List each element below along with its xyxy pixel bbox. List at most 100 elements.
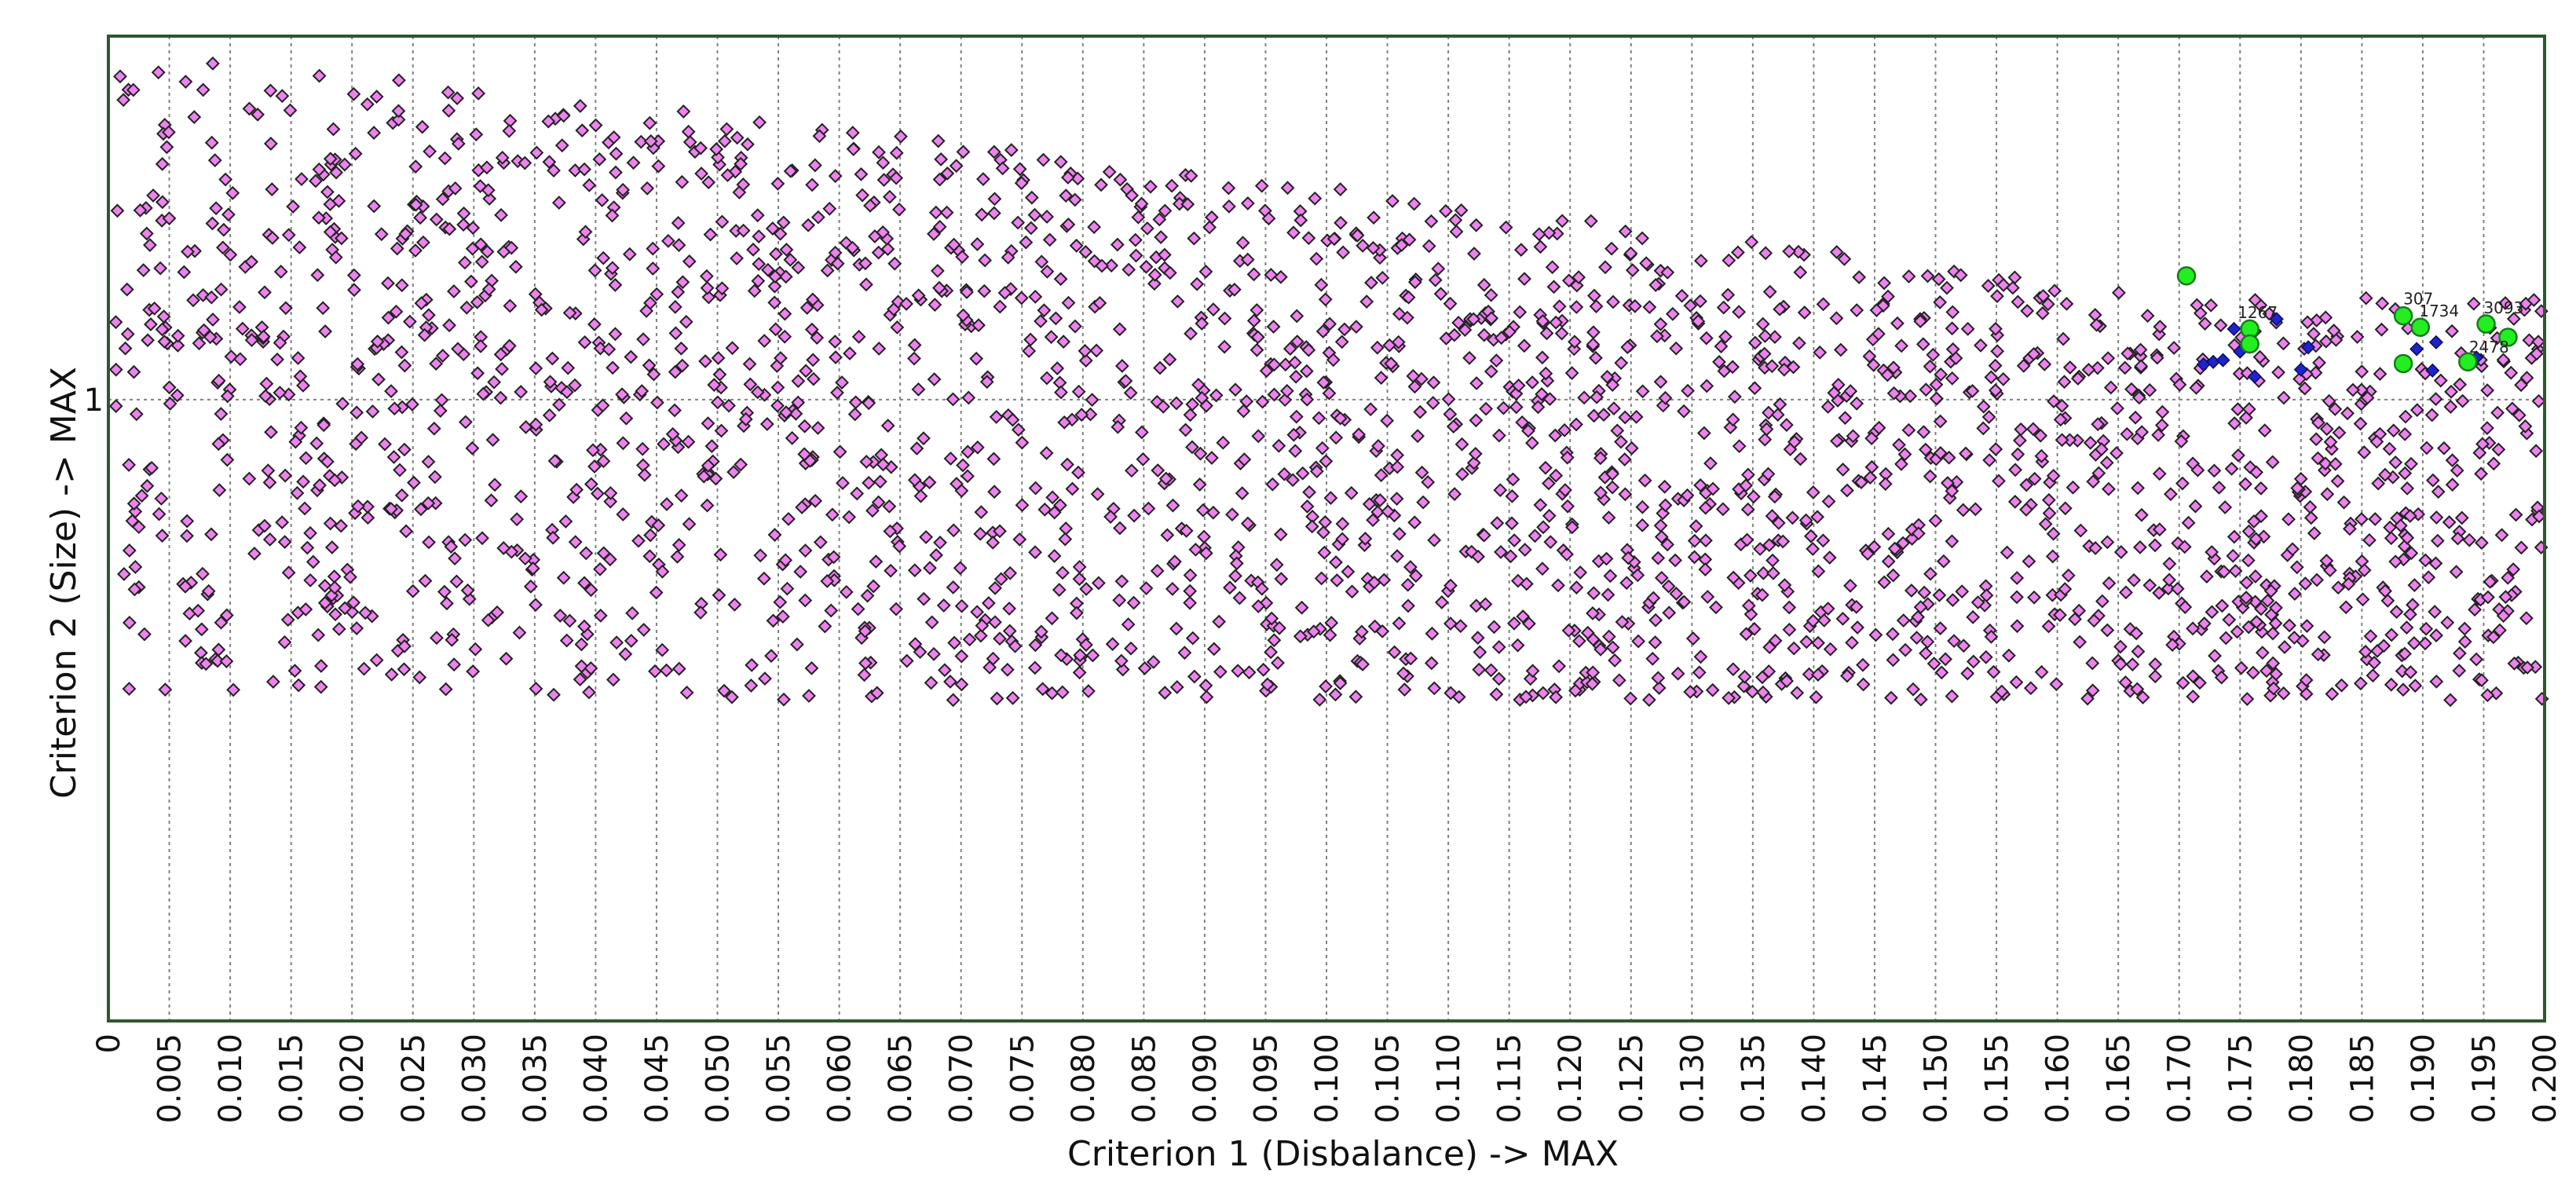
population-point — [1023, 221, 1038, 236]
population-point — [701, 290, 716, 305]
population-point — [418, 573, 433, 588]
population-point — [122, 458, 137, 472]
population-point — [1269, 558, 1284, 573]
population-point — [1385, 194, 1400, 208]
population-point — [1517, 272, 1531, 287]
population-point — [1458, 323, 1473, 338]
population-point — [646, 262, 660, 276]
population-point — [2172, 377, 2187, 392]
population-point — [826, 550, 841, 565]
population-point — [1572, 270, 1586, 285]
population-point — [481, 183, 496, 198]
population-point — [1422, 239, 1436, 254]
population-point — [211, 373, 226, 388]
population-point — [1984, 629, 1999, 644]
population-point — [2103, 380, 2118, 395]
population-point — [2472, 445, 2487, 460]
population-point — [547, 163, 561, 177]
population-point — [2514, 540, 2529, 555]
population-point — [859, 277, 873, 292]
population-point — [1300, 499, 1315, 514]
population-point — [889, 602, 903, 616]
population-point — [553, 608, 568, 623]
population-point — [2239, 576, 2254, 590]
population-point — [1045, 611, 1059, 626]
population-point — [2308, 338, 2323, 353]
population-point — [2430, 533, 2445, 548]
population-point — [1568, 335, 1582, 349]
population-point — [830, 256, 845, 271]
population-point — [1753, 542, 1767, 556]
population-point — [1945, 371, 1959, 386]
population-point — [262, 532, 277, 547]
population-point — [503, 298, 518, 313]
population-point — [1886, 360, 1901, 375]
population-point — [2134, 507, 2149, 522]
x-tick-label: 0.085 — [1126, 1034, 1162, 1124]
population-point — [371, 372, 386, 387]
population-point — [2457, 621, 2472, 636]
population-point — [791, 395, 806, 410]
population-point — [1601, 510, 1616, 525]
population-point — [258, 389, 273, 404]
population-point — [1594, 642, 1608, 657]
population-point — [1928, 514, 1943, 528]
population-point — [2322, 563, 2337, 578]
population-point — [1000, 662, 1015, 677]
population-point — [1732, 439, 1747, 454]
population-point — [440, 596, 454, 611]
population-point — [988, 580, 1002, 595]
population-point — [1945, 321, 1959, 336]
population-point — [306, 554, 320, 569]
population-point — [970, 237, 985, 251]
population-point — [262, 475, 277, 490]
population-point — [1267, 357, 1282, 372]
population-point — [337, 157, 352, 172]
population-point — [939, 205, 954, 220]
population-point — [1287, 355, 1302, 370]
population-point — [625, 605, 640, 620]
population-point — [2027, 590, 2041, 605]
population-point — [1505, 516, 1519, 531]
population-point — [357, 661, 371, 676]
population-point — [1104, 258, 1119, 273]
population-point — [1651, 671, 1666, 686]
population-point — [1028, 289, 1043, 304]
population-point — [657, 437, 671, 452]
population-point — [1835, 611, 1850, 626]
population-point — [2317, 630, 2332, 645]
population-point — [1370, 340, 1385, 355]
x-tick-label: 0.165 — [2101, 1034, 2137, 1124]
population-point — [736, 177, 751, 192]
population-point — [1061, 295, 1076, 310]
population-point — [1121, 617, 1136, 632]
population-point — [1656, 506, 1670, 521]
population-point — [1089, 343, 1104, 358]
population-point — [1216, 435, 1231, 450]
point-annotation: 307 — [2403, 290, 2433, 309]
population-point — [1692, 665, 1707, 680]
population-point — [1521, 616, 1536, 631]
population-point — [606, 672, 620, 687]
population-point — [851, 329, 866, 344]
population-point — [1603, 569, 1618, 584]
population-point — [2061, 568, 2076, 583]
population-point — [616, 182, 631, 197]
population-point — [767, 295, 782, 310]
population-point — [1542, 392, 1557, 407]
population-point — [1251, 429, 1266, 444]
population-point — [2133, 540, 2147, 554]
population-point — [1374, 371, 1389, 386]
population-point — [595, 193, 609, 207]
population-point — [1272, 438, 1286, 453]
population-point — [1725, 662, 1740, 677]
population-point — [1444, 686, 1458, 701]
population-point — [1560, 450, 1575, 465]
population-point — [1319, 454, 1334, 469]
population-point — [1740, 532, 1755, 547]
population-point — [806, 292, 820, 307]
population-point — [394, 488, 409, 503]
population-point — [2148, 657, 2163, 671]
population-point — [181, 244, 195, 259]
x-tick-label: 0.120 — [1553, 1034, 1589, 1124]
